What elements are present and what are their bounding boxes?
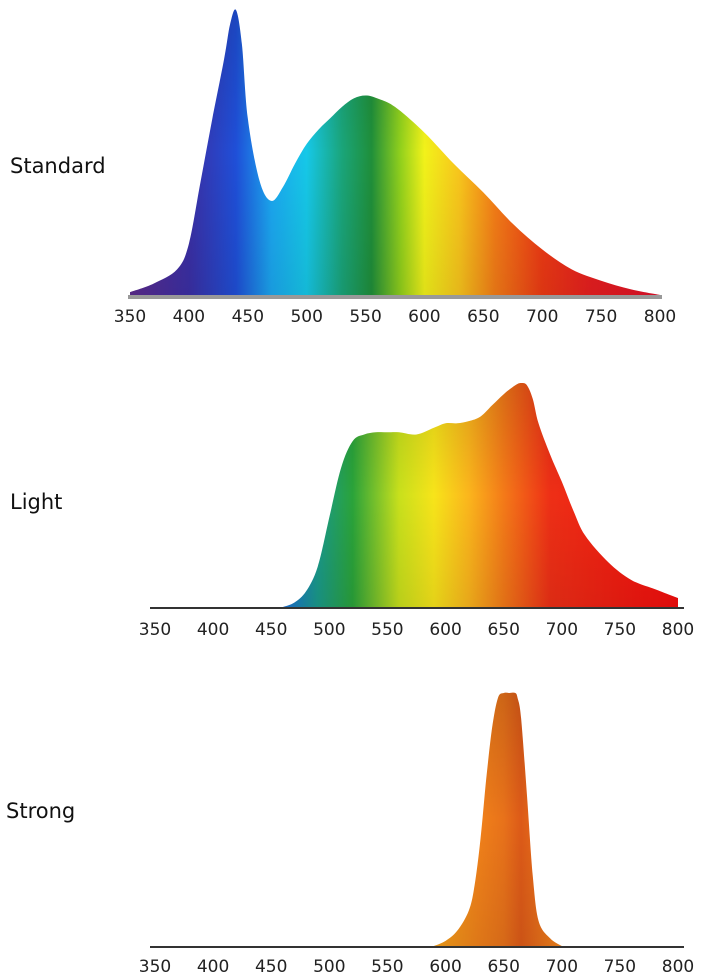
spectrum-shade-standard [130,9,660,296]
x-tick-label: 650 [487,620,519,640]
x-tick-label: 450 [255,957,287,977]
x-tick-label: 350 [139,957,171,977]
x-tick-label: 700 [546,620,578,640]
x-tick-label: 750 [604,957,636,977]
x-tick-label: 550 [371,957,403,977]
x-tick-label: 350 [139,620,171,640]
x-axis-ticks-standard: 350 400 450 500 550 600 650 700 750 800 [114,307,676,327]
x-tick-label: 500 [290,307,322,327]
x-tick-label: 450 [232,307,264,327]
x-tick-label: 650 [487,957,519,977]
x-axis-ticks-light: 350 400 450 500 550 600 650 700 750 800 [139,620,694,640]
x-tick-label: 600 [429,620,461,640]
panel-label-strong: Strong [6,799,75,823]
x-tick-label: 800 [662,957,694,977]
x-tick-label: 400 [197,957,229,977]
x-tick-label: 550 [371,620,403,640]
x-tick-label: 800 [644,307,676,327]
panel-label-standard: Standard [10,154,106,178]
spectrum-shade-strong [433,692,562,946]
x-tick-label: 450 [255,620,287,640]
x-tick-label: 500 [313,620,345,640]
x-tick-label: 550 [349,307,381,327]
x-tick-label: 400 [197,620,229,640]
x-tick-label: 400 [173,307,205,327]
panel-standard: Standard 350 400 450 500 550 600 650 700 750 800 [10,9,676,327]
panel-light: Light 350 400 450 500 550 600 650 700 750 800 [10,382,694,640]
x-tick-label: 650 [467,307,499,327]
x-tick-label: 750 [604,620,636,640]
spectrum-shade-light [282,382,678,607]
x-tick-label: 800 [662,620,694,640]
x-tick-label: 600 [408,307,440,327]
x-tick-label: 750 [585,307,617,327]
panel-strong: Strong 350 400 450 500 550 600 650 700 750 800 [6,692,694,977]
x-tick-label: 600 [429,957,461,977]
x-tick-label: 500 [313,957,345,977]
x-tick-label: 350 [114,307,146,327]
panel-label-light: Light [10,490,62,514]
x-tick-label: 700 [526,307,558,327]
x-axis-ticks-strong: 350 400 450 500 550 600 650 700 750 800 [139,957,694,977]
x-tick-label: 700 [546,957,578,977]
